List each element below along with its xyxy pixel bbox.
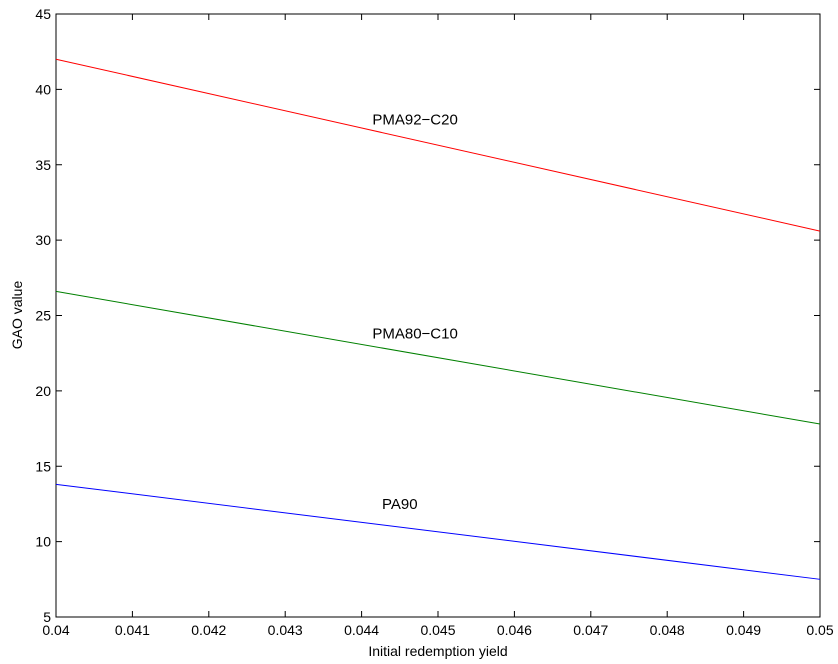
x-tick-label: 0.044: [344, 622, 379, 638]
x-tick-label: 0.04: [42, 622, 69, 638]
y-tick-label: 40: [35, 81, 51, 97]
y-tick-label: 30: [35, 232, 51, 248]
y-tick-label: 10: [35, 534, 51, 550]
y-tick-label: 5: [43, 609, 51, 625]
x-tick-label: 0.05: [806, 622, 833, 638]
y-tick-label: 35: [35, 157, 51, 173]
x-tick-label: 0.047: [573, 622, 608, 638]
y-axis-label: GAO value: [9, 281, 25, 350]
x-axis-ticks: 0.04 0.041 0.042 0.043 0.044 0.045 0.046 0.047 0…: [42, 14, 834, 638]
series-line-1: [55, 290, 821, 425]
plot-area: [55, 13, 821, 618]
x-tick-label: 0.043: [268, 622, 303, 638]
x-tick-label: 0.046: [497, 622, 532, 638]
y-tick-label: 45: [35, 6, 51, 22]
series-label-0: PMA92−C20: [372, 112, 457, 129]
y-tick-label: 20: [35, 383, 51, 399]
x-tick-label: 0.045: [420, 622, 455, 638]
series-labels: PMA92−C20 PMA80−C10 PA90: [372, 112, 457, 513]
series-line-2: [55, 483, 821, 580]
x-tick-label: 0.049: [726, 622, 761, 638]
y-tick-label: 25: [35, 308, 51, 324]
x-tick-label: 0.042: [191, 622, 226, 638]
y-axis-ticks: 5 10 15 20 25 30 35 40 45: [35, 6, 820, 625]
x-tick-label: 0.041: [115, 622, 150, 638]
x-tick-label: 0.048: [650, 622, 685, 638]
series-label-1: PMA80−C10: [372, 326, 457, 343]
y-tick-label: 15: [35, 458, 51, 474]
series-line-0: [55, 58, 821, 232]
x-axis-label: Initial redemption yield: [368, 643, 507, 659]
series-lines: [55, 58, 821, 580]
series-label-2: PA90: [382, 496, 418, 513]
